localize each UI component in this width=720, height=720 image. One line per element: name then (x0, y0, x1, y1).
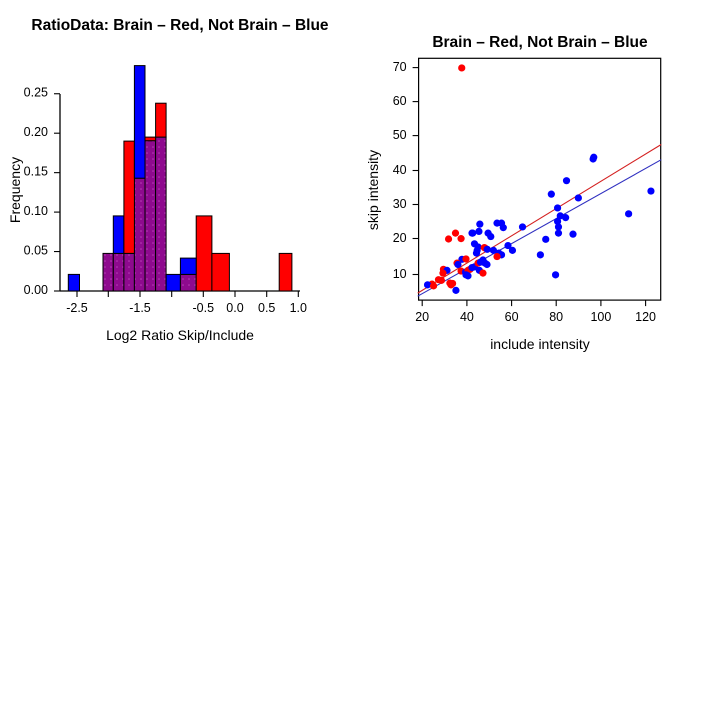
svg-text:40: 40 (393, 163, 407, 177)
svg-text:-2.5: -2.5 (66, 301, 88, 315)
svg-text:0.15: 0.15 (24, 165, 48, 179)
svg-text:50: 50 (393, 128, 407, 142)
svg-text:RatioData: Brain – Red, Not Br: RatioData: Brain – Red, Not Brain – Blue (31, 17, 329, 34)
svg-text:70: 70 (393, 60, 407, 74)
svg-text:20: 20 (393, 231, 407, 245)
svg-text:120: 120 (635, 310, 656, 324)
svg-text:include intensity: include intensity (490, 336, 590, 352)
svg-text:20: 20 (415, 310, 429, 324)
svg-text:1.0: 1.0 (290, 301, 307, 315)
svg-text:0.00: 0.00 (24, 283, 48, 297)
svg-text:Frequency: Frequency (7, 157, 23, 223)
svg-text:40: 40 (460, 310, 474, 324)
svg-text:Log2 Ratio Skip/Include: Log2 Ratio Skip/Include (106, 327, 254, 343)
svg-text:60: 60 (505, 310, 519, 324)
svg-text:0.05: 0.05 (24, 244, 48, 258)
svg-text:0.5: 0.5 (258, 301, 275, 315)
svg-text:0.20: 0.20 (24, 125, 48, 139)
svg-text:-0.5: -0.5 (193, 301, 215, 315)
svg-text:Brain – Red, Not Brain – Blue: Brain – Red, Not Brain – Blue (432, 34, 648, 51)
svg-text:60: 60 (393, 94, 407, 108)
svg-text:80: 80 (549, 310, 563, 324)
svg-text:0.10: 0.10 (24, 204, 48, 218)
svg-text:10: 10 (393, 267, 407, 281)
svg-text:0.25: 0.25 (24, 86, 48, 100)
svg-text:100: 100 (590, 310, 611, 324)
svg-text:0.0: 0.0 (226, 301, 243, 315)
svg-text:skip intensity: skip intensity (365, 150, 381, 230)
svg-text:-1.5: -1.5 (129, 301, 151, 315)
svg-text:30: 30 (393, 197, 407, 211)
